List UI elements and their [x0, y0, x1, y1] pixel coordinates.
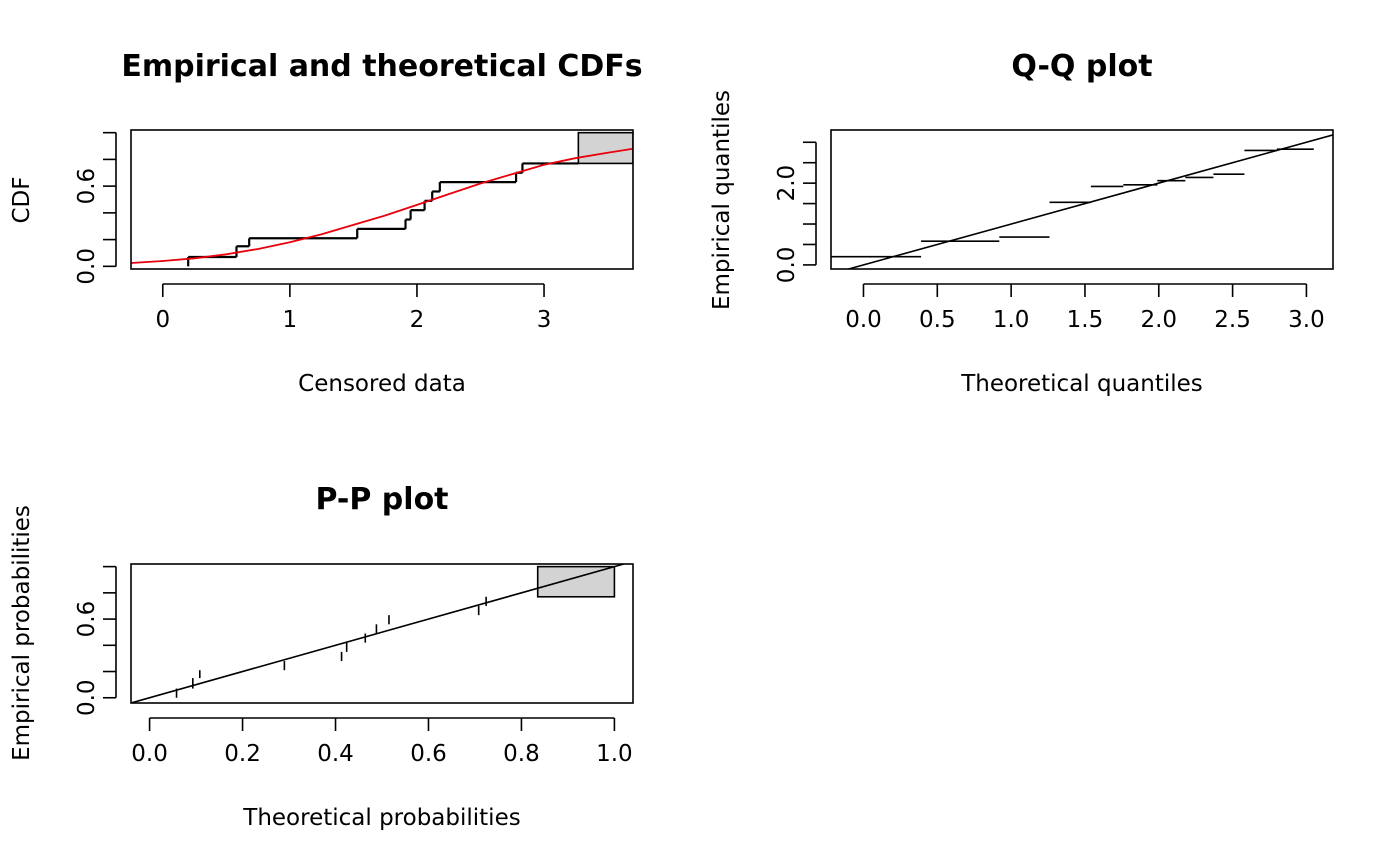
cdf-theoretical-curve [131, 147, 633, 264]
pp-y-tick-label: 0.0 [74, 679, 100, 716]
qq-x-tick-label: 0.0 [845, 307, 882, 333]
cdf-y-tick-label: 0.6 [74, 168, 100, 205]
qq-x-tick-label: 2.5 [1214, 307, 1251, 333]
pp-xlabel: Theoretical probabilities [242, 805, 520, 831]
qq-x-tick-label: 1.5 [1067, 307, 1104, 333]
cdf-censored-box [577, 131, 633, 165]
qq-reference-line [845, 134, 1333, 269]
qq-x-axis: 0.0 0.5 1.0 1.5 2.0 2.5 3.0 [845, 283, 1325, 333]
qq-ylabel: Empirical quantiles [709, 90, 735, 310]
cdf-ylabel: CDF [9, 177, 35, 224]
pp-x-tick-label: 0.6 [410, 741, 447, 767]
pp-x-tick-label: 0.0 [131, 741, 168, 767]
pp-x-tick-label: 0.2 [224, 741, 261, 767]
qq-x-tick-label: 1.0 [993, 307, 1030, 333]
pp-reference-line [131, 564, 627, 703]
cdf-x-tick-label: 3 [537, 307, 552, 333]
qq-x-tick-label: 0.5 [919, 307, 956, 333]
pp-ylabel: Empirical probabilities [9, 505, 35, 761]
qq-plot-area [831, 134, 1333, 269]
cdf-plot-frame [130, 129, 634, 270]
qq-panel: Q-Q plot Theoretical quantiles Empirical… [709, 49, 1334, 397]
qq-y-tick-label: 0.0 [774, 247, 800, 284]
pp-y-axis: 0.0 0.6 [74, 565, 117, 716]
pp-title: P-P plot [315, 482, 448, 517]
pp-x-tick-label: 0.8 [503, 741, 540, 767]
qq-title: Q-Q plot [1011, 49, 1152, 84]
cdf-x-axis: 0 1 2 3 [155, 283, 552, 333]
pp-x-tick-label: 1.0 [596, 741, 633, 767]
qq-y-axis: 0.0 2.0 [774, 141, 817, 284]
qq-y-tick-label: 2.0 [774, 165, 800, 202]
cdf-y-axis: 0.0 0.6 [74, 131, 117, 285]
qq-xlabel: Theoretical quantiles [960, 371, 1203, 397]
pp-panel: P-P plot Theoretical probabilities Empir… [9, 482, 634, 831]
cdf-panel: Empirical and theoretical CDFs Censored … [9, 49, 643, 397]
pp-censored-box [536, 565, 616, 598]
pp-plot-area [131, 564, 627, 703]
cdf-xlabel: Censored data [298, 371, 466, 397]
pp-plot-frame [130, 563, 634, 704]
cdf-plot-area [131, 131, 633, 267]
cdf-title: Empirical and theoretical CDFs [121, 49, 642, 84]
cdf-y-tick-label: 0.0 [74, 248, 100, 285]
pp-x-axis: 0.0 0.2 0.4 0.6 0.8 1.0 [131, 717, 633, 767]
cdf-x-tick-label: 2 [410, 307, 425, 333]
cdf-x-tick-label: 1 [283, 307, 298, 333]
qq-x-tick-label: 2.0 [1140, 307, 1177, 333]
qq-plot-frame [830, 129, 1334, 270]
pp-x-tick-label: 0.4 [317, 741, 354, 767]
pp-y-tick-label: 0.6 [74, 601, 100, 638]
cdf-x-tick-label: 0 [155, 307, 170, 333]
qq-x-tick-label: 3.0 [1288, 307, 1325, 333]
